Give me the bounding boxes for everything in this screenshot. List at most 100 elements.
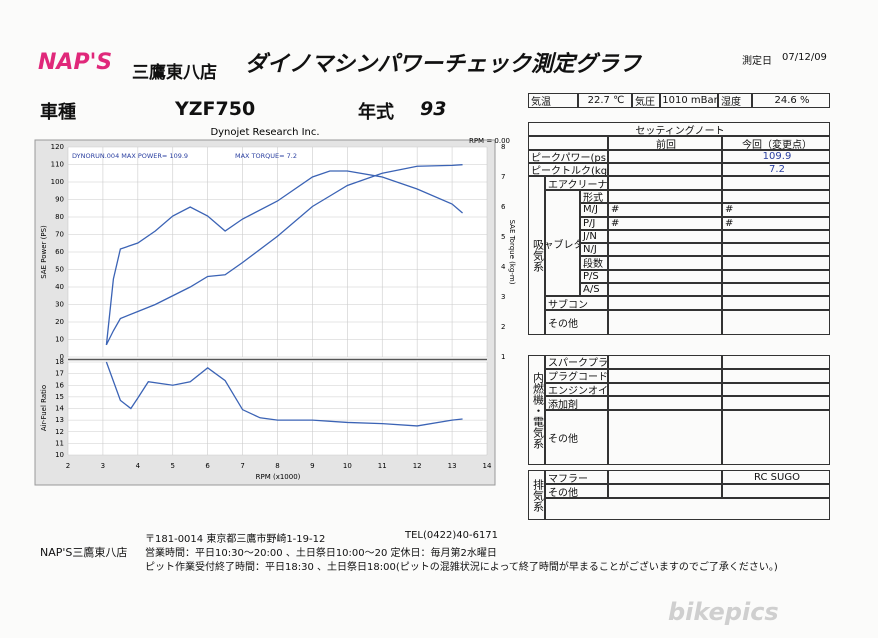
- blank: [528, 136, 608, 150]
- table-title: セッティングノート: [528, 122, 830, 136]
- condition: 湿度: [718, 93, 752, 108]
- y-tick-label: 20: [55, 318, 64, 326]
- row-label: プラグコード: [545, 368, 608, 383]
- prev: [608, 470, 722, 484]
- x-tick-label: 14: [483, 462, 492, 470]
- prev: [608, 382, 722, 397]
- y-tick-label: 0: [60, 353, 64, 361]
- current: 7.2: [722, 163, 830, 176]
- row-label: エアクリーナー: [545, 176, 608, 190]
- title: ダイノマシンパワーチェック測定グラフ: [245, 52, 642, 77]
- y-axis-label: Air-Fuel Ratio: [40, 385, 48, 431]
- pit-hours: ピット作業受付終了時間：平日18:30 、土日祭日18:00(ピットの混雑状況に…: [145, 562, 778, 573]
- row-label: その他: [545, 484, 608, 498]
- row-label: P/S: [580, 269, 608, 283]
- row-label: ピークトルク(kg-m): [528, 163, 608, 176]
- current: [722, 256, 830, 270]
- x-tick-label: 8: [275, 462, 279, 470]
- y-tick-label: 14: [55, 405, 64, 413]
- current: [722, 229, 830, 243]
- x-tick-label: 12: [413, 462, 422, 470]
- y-tick-label: 16: [55, 381, 64, 389]
- current: [722, 382, 830, 397]
- y2-axis-label: SAE Torque (kg-m): [508, 220, 516, 285]
- x-tick-label: 3: [101, 462, 105, 470]
- year: 93: [420, 98, 447, 120]
- hours: 営業時間：平日10:30～20:00 、土日祭日10:00～20 定休日：毎月第…: [145, 548, 497, 559]
- group-label: 排気系: [528, 470, 545, 520]
- y-tick-label: 70: [55, 231, 64, 239]
- column-head: 前回: [608, 136, 722, 150]
- y-tick-label: 80: [55, 213, 64, 221]
- address: 〒181-0014 東京都三鷹市野崎1-19-12: [145, 534, 326, 545]
- x-tick-label: 5: [171, 462, 175, 470]
- carb-label: キャブレター: [545, 190, 580, 296]
- y-tick-label: 8: [501, 143, 505, 151]
- row-label: A/S: [580, 282, 608, 296]
- condition: 気温: [528, 93, 578, 108]
- row-label: エンジンオイル: [545, 382, 608, 397]
- current: [722, 368, 830, 383]
- date-label: 測定日: [742, 56, 772, 67]
- x-tick-label: 7: [240, 462, 244, 470]
- row-label: N/J: [580, 243, 608, 257]
- current: [722, 355, 830, 369]
- shop: 三鷹東八店: [132, 63, 217, 83]
- current: [722, 176, 830, 190]
- prev: [608, 355, 722, 369]
- current: 109.9: [722, 150, 830, 163]
- y-tick-label: 60: [55, 248, 64, 256]
- prev: [608, 484, 722, 498]
- y-tick-label: 2: [501, 323, 505, 331]
- prev: [608, 163, 722, 176]
- year-label: 年式: [358, 102, 394, 123]
- prev: [608, 368, 722, 383]
- brand: NAP'S: [38, 50, 113, 75]
- y-tick-label: 30: [55, 301, 64, 309]
- prev: [608, 150, 722, 163]
- row-label: J/N: [580, 229, 608, 243]
- condition: 1010 mBar: [660, 93, 718, 108]
- date: 07/12/09: [782, 52, 827, 63]
- blank: [545, 498, 830, 520]
- y-tick-label: 7: [501, 173, 505, 181]
- prev: [608, 410, 722, 465]
- x-tick-label: 4: [136, 462, 141, 470]
- condition: 22.7 ℃: [578, 93, 632, 108]
- prev: #: [608, 203, 722, 217]
- condition: 気圧: [632, 93, 660, 108]
- row-label: その他: [545, 310, 608, 335]
- model-label: 車種: [40, 102, 76, 123]
- annotation: RPM = 0.00: [469, 137, 510, 145]
- model: YZF750: [175, 98, 256, 120]
- x-axis-label: RPM (x1000): [256, 473, 301, 481]
- current: #: [722, 203, 830, 217]
- prev: [608, 269, 722, 283]
- current: RC SUGO: [722, 470, 830, 484]
- current: [722, 296, 830, 310]
- y-tick-label: 100: [51, 178, 64, 186]
- prev: [608, 229, 722, 243]
- y-tick-label: 4: [501, 263, 506, 271]
- row-label: サブコン: [545, 296, 608, 310]
- current: [722, 269, 830, 283]
- current: #: [722, 216, 830, 230]
- current: [722, 310, 830, 335]
- prev: #: [608, 216, 722, 230]
- row-label: マフラー: [545, 470, 608, 484]
- row-label: スパークプラグ: [545, 355, 608, 369]
- row-label: 段数: [580, 256, 608, 270]
- data-line: [105, 170, 463, 346]
- y-tick-label: 110: [51, 161, 64, 169]
- y-tick-label: 17: [55, 370, 64, 378]
- y-tick-label: 12: [55, 428, 64, 436]
- x-tick-label: 6: [205, 462, 210, 470]
- tel: TEL(0422)40-6171: [405, 530, 499, 541]
- prev: [608, 256, 722, 270]
- x-tick-label: 2: [66, 462, 70, 470]
- y-tick-label: 11: [55, 439, 64, 447]
- column-head: 今回（変更点）: [722, 136, 830, 150]
- x-tick-label: 10: [343, 462, 352, 470]
